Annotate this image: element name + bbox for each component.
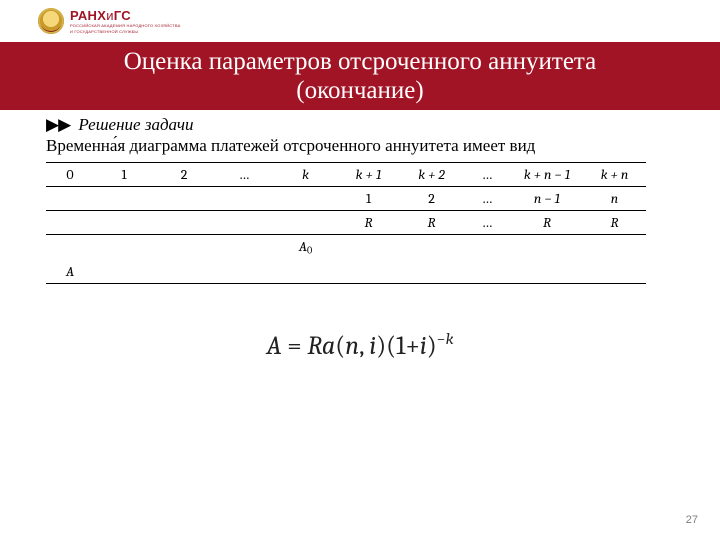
logo-subtitle-2: И ГОСУДАРСТВЕННОЙ СЛУЖБЫ [70, 30, 181, 34]
content-area: ▶▶ Решение задачи Временна́я диаграмма п… [46, 115, 674, 284]
table-cell [214, 235, 274, 260]
table-cell: 2 [400, 187, 463, 211]
table-cell [214, 260, 274, 284]
table-row: 12…n − 1n [46, 187, 646, 211]
slide-title-line1: Оценка параметров отсроченного аннуитета [124, 48, 597, 75]
table-cell [94, 211, 154, 235]
table-cell: k + n − 1 [511, 163, 583, 187]
solution-label: Решение задачи [78, 115, 193, 134]
table-cell [511, 235, 583, 260]
table-cell: 2 [154, 163, 214, 187]
table-cell [583, 260, 646, 284]
slide-title: Оценка параметров отсроченного аннуитета… [116, 45, 605, 108]
table-cell [46, 211, 94, 235]
table-cell: n [583, 187, 646, 211]
table-cell [214, 211, 274, 235]
table-cell [400, 260, 463, 284]
description-text: Временна́я диаграмма платежей отсроченно… [46, 136, 674, 156]
payment-diagram: 012…kk + 1k + 2…k + n − 1k + n12…n − 1nR… [46, 162, 674, 284]
table-cell [274, 187, 337, 211]
table-cell: … [463, 163, 511, 187]
table-cell: R [511, 211, 583, 235]
table-cell: k [274, 163, 337, 187]
table-cell: 0 [46, 163, 94, 187]
table-cell [214, 187, 274, 211]
solution-heading: ▶▶ Решение задачи [46, 115, 674, 135]
table-cell [463, 260, 511, 284]
table-cell [463, 235, 511, 260]
logo-emblem-icon [38, 8, 64, 34]
table-cell [583, 235, 646, 260]
logo-subtitle-1: РОССИЙСКАЯ АКАДЕМИЯ НАРОДНОГО ХОЗЯЙСТВА [70, 24, 181, 28]
logo: РАНХиГС РОССИЙСКАЯ АКАДЕМИЯ НАРОДНОГО ХО… [38, 8, 181, 34]
table-cell [46, 187, 94, 211]
bullet-triangles-icon: ▶▶ [46, 115, 70, 134]
table-cell [337, 260, 400, 284]
table-cell [94, 187, 154, 211]
diagram-table: 012…kk + 1k + 2…k + n − 1k + n12…n − 1nR… [46, 162, 646, 284]
slide-title-line2: (окончание) [296, 77, 423, 104]
table-cell: n − 1 [511, 187, 583, 211]
table-cell: A [46, 260, 94, 284]
table-cell: k + 1 [337, 163, 400, 187]
table-cell [274, 260, 337, 284]
table-row: 012…kk + 1k + 2…k + n − 1k + n [46, 163, 646, 187]
table-cell [94, 235, 154, 260]
table-cell [94, 260, 154, 284]
logo-text: РАНХиГС РОССИЙСКАЯ АКАДЕМИЯ НАРОДНОГО ХО… [70, 9, 181, 34]
table-cell: R [583, 211, 646, 235]
formula-block: A = Ra(n, i)(1+i)−k [0, 330, 720, 361]
table-cell: R [400, 211, 463, 235]
table-cell: … [463, 211, 511, 235]
page-number: 27 [686, 514, 698, 526]
table-cell [337, 235, 400, 260]
title-band: Оценка параметров отсроченного аннуитета… [0, 42, 720, 110]
table-cell: 1 [94, 163, 154, 187]
table-cell: … [463, 187, 511, 211]
table-cell [511, 260, 583, 284]
table-cell: k + n [583, 163, 646, 187]
table-cell [46, 235, 94, 260]
table-cell: A0 [274, 235, 337, 260]
logo-name: РАНХиГС [70, 9, 181, 22]
table-cell [274, 211, 337, 235]
table-cell [154, 187, 214, 211]
table-cell [154, 260, 214, 284]
table-cell [154, 235, 214, 260]
table-cell [154, 211, 214, 235]
formula: A = Ra(n, i)(1+i)−k [267, 331, 454, 361]
table-cell: 1 [337, 187, 400, 211]
table-row: RR…RR [46, 211, 646, 235]
table-row: A0 [46, 235, 646, 260]
table-cell: R [337, 211, 400, 235]
table-cell: … [214, 163, 274, 187]
table-cell: k + 2 [400, 163, 463, 187]
table-cell [400, 235, 463, 260]
table-row: A [46, 260, 646, 284]
